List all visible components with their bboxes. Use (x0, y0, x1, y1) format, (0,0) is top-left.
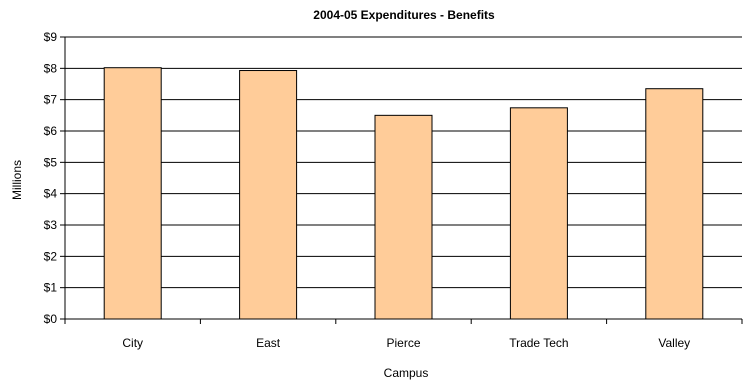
y-tick-label: $8 (44, 61, 58, 75)
x-tick-label: City (122, 336, 143, 350)
bars (103, 67, 704, 320)
x-tick-label: Pierce (386, 336, 420, 350)
bar-east (239, 70, 298, 320)
y-tick-label: $1 (44, 281, 58, 295)
x-tick-label: East (256, 336, 281, 350)
y-tick-label: $4 (44, 187, 58, 201)
x-tick-label: Trade Tech (509, 336, 568, 350)
x-tick-label: Valley (658, 336, 690, 350)
x-ticks: City East Pierce Trade Tech Valley (64, 319, 743, 350)
y-tick-label: $0 (44, 312, 58, 326)
y-tick-label: $6 (44, 124, 58, 138)
chart-title: 2004-05 Expenditures - Benefits (313, 8, 495, 22)
plot-area: $0 $1 $2 $3 $4 $5 $6 $7 $8 $9 City East Pierce Trade… (44, 30, 743, 350)
bar-city (103, 67, 162, 320)
y-tick-label: $3 (44, 218, 58, 232)
y-tick-label: $2 (44, 249, 58, 263)
y-tick-label: $9 (44, 30, 58, 44)
y-ticks: $0 $1 $2 $3 $4 $5 $6 $7 $8 $9 (44, 30, 65, 326)
bar-pierce (374, 114, 433, 320)
bar-trade-tech (509, 107, 568, 320)
bar-valley (645, 88, 704, 320)
y-axis-label: Millions (10, 160, 24, 200)
axes (64, 37, 742, 320)
y-tick-label: $5 (44, 155, 58, 169)
x-axis-label: Campus (384, 366, 429, 380)
y-tick-label: $7 (44, 93, 58, 107)
